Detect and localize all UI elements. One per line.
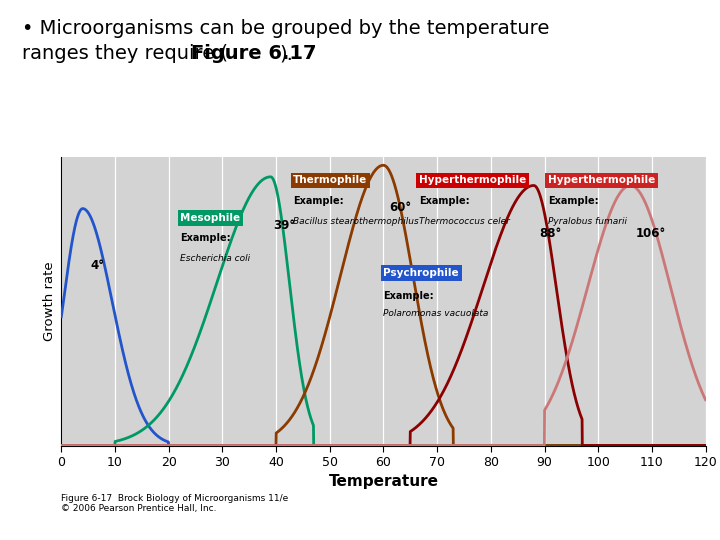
Text: Thermophile: Thermophile <box>293 176 367 186</box>
Text: Figure 6.17: Figure 6.17 <box>191 44 316 63</box>
Text: 39°: 39° <box>274 219 295 232</box>
Text: 60°: 60° <box>389 201 411 214</box>
Text: Hyperthermophile: Hyperthermophile <box>548 176 655 186</box>
Text: Example:: Example: <box>548 195 598 206</box>
Text: • Microorganisms can be grouped by the temperature: • Microorganisms can be grouped by the t… <box>22 19 549 38</box>
X-axis label: Temperature: Temperature <box>328 475 438 489</box>
Text: Mesophile: Mesophile <box>181 213 240 223</box>
Text: 88°: 88° <box>539 227 562 240</box>
Text: Pyralobus fumarii: Pyralobus fumarii <box>548 217 626 226</box>
Text: Example:: Example: <box>181 233 231 243</box>
Text: Example:: Example: <box>383 291 434 301</box>
Text: Bacillus stearothermophilus: Bacillus stearothermophilus <box>293 217 419 226</box>
Text: Figure 6-17  Brock Biology of Microorganisms 11/e
© 2006 Pearson Prentice Hall, : Figure 6-17 Brock Biology of Microorgani… <box>61 494 289 514</box>
Text: ).: ). <box>279 44 293 63</box>
Text: Thermococcus celer: Thermococcus celer <box>419 217 510 226</box>
Text: Example:: Example: <box>293 195 344 206</box>
Text: 106°: 106° <box>636 227 666 240</box>
Text: ranges they require (: ranges they require ( <box>22 44 228 63</box>
Text: Hyperthermophile: Hyperthermophile <box>419 176 526 186</box>
Text: Example:: Example: <box>419 195 469 206</box>
Y-axis label: Growth rate: Growth rate <box>42 261 55 341</box>
Text: 4°: 4° <box>91 259 104 272</box>
Text: Escherichia coli: Escherichia coli <box>181 254 251 264</box>
Text: Polaromonas vacuolata: Polaromonas vacuolata <box>383 309 489 319</box>
Text: Psychrophile: Psychrophile <box>383 268 459 278</box>
